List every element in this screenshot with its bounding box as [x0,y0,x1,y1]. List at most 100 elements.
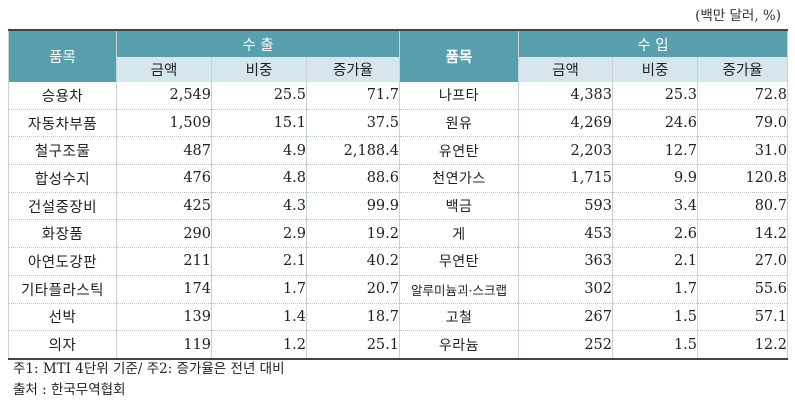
import-growth: 72.8 [697,82,788,110]
import-growth: 80.7 [697,192,788,221]
import-share-header: 비중 [612,57,698,82]
export-growth: 25.1 [306,330,400,360]
export-amount: 119 [116,330,212,360]
export-amount: 290 [116,219,212,249]
export-share: 2.9 [211,219,307,249]
import-growth-header: 증가율 [697,57,788,82]
export-growth: 88.6 [306,164,400,193]
import-share: 2.1 [612,247,698,276]
export-item: 철구조물 [8,136,117,166]
import-amount: 1,715 [518,164,613,193]
footnote: 주1: MTI 4단위 기준/ 주2: 증가율은 전년 대비 [13,361,285,377]
export-share: 4.3 [211,192,307,221]
export-amount: 174 [116,275,212,304]
export-amount: 1,509 [116,109,212,138]
export-share: 1.7 [211,275,307,304]
export-growth: 40.2 [306,247,400,276]
import-share: 12.7 [612,136,698,166]
import-share: 1.5 [612,303,698,332]
export-share: 2.1 [211,247,307,276]
export-share: 15.1 [211,109,307,138]
unit-label: (백만 달러, %) [695,8,781,24]
export-header: 수 출 [116,28,400,58]
export-amount: 476 [116,164,212,193]
export-item: 건설중장비 [8,192,117,221]
import-header: 수 입 [518,28,788,58]
import-share: 1.7 [612,275,698,304]
import-growth: 12.2 [697,330,788,360]
import-item: 백금 [399,192,519,221]
export-amount: 425 [116,192,212,221]
import-amount: 593 [518,192,613,221]
export-growth: 20.7 [306,275,400,304]
table-row: 자동차부품 1,509 15.1 37.5 원유 4,269 24.6 79.0 [8,109,788,138]
import-amount-header: 금액 [518,57,613,82]
table-row: 철구조물 487 4.9 2,188.4 유연탄 2,203 12.7 31.0 [8,136,788,166]
import-amount: 2,203 [518,136,613,166]
import-growth: 79.0 [697,109,788,138]
export-item: 승용차 [8,82,117,110]
table-row: 건설중장비 425 4.3 99.9 백금 593 3.4 80.7 [8,192,788,221]
import-item: 천연가스 [399,164,519,193]
import-growth: 57.1 [697,303,788,332]
export-amount-header: 금액 [116,57,212,82]
import-growth: 14.2 [697,219,788,249]
export-item: 의자 [8,330,117,360]
export-amount: 2,549 [116,82,212,110]
import-share: 24.6 [612,109,698,138]
import-amount: 363 [518,247,613,276]
import-item: 우라늄 [399,330,519,360]
trade-table: 품목 수 출 품목 수 입 금액 비중 증가율 금액 비중 증가율 승용차 2,… [8,28,788,360]
import-growth: 27.0 [697,247,788,276]
import-amount: 252 [518,330,613,360]
export-growth: 2,188.4 [306,136,400,166]
export-item-header: 품목 [8,29,117,82]
import-share: 2.6 [612,219,698,249]
export-growth: 19.2 [306,219,400,249]
export-share: 25.5 [211,82,307,110]
import-share: 25.3 [612,82,698,110]
export-growth: 99.9 [306,192,400,221]
import-amount: 4,383 [518,82,613,110]
export-item: 선박 [8,303,117,332]
import-item: 고철 [399,303,519,332]
export-growth-header: 증가율 [306,57,400,82]
table-row: 의자 119 1.2 25.1 우라늄 252 1.5 12.2 [8,330,788,360]
table-row: 기타플라스틱 174 1.7 20.7 알루미늄괴·스크랩 302 1.7 55… [8,275,788,304]
import-growth: 55.6 [697,275,788,304]
table-row: 화장품 290 2.9 19.2 게 453 2.6 14.2 [8,219,788,249]
import-amount: 453 [518,219,613,249]
export-amount: 211 [116,247,212,276]
export-item: 기타플라스틱 [8,275,117,304]
import-item: 무연탄 [399,247,519,276]
export-share: 4.8 [211,164,307,193]
import-share: 3.4 [612,192,698,221]
export-growth: 71.7 [306,82,400,110]
table-row: 아연도강판 211 2.1 40.2 무연탄 363 2.1 27.0 [8,247,788,276]
export-growth: 18.7 [306,303,400,332]
import-share: 1.5 [612,330,698,360]
source-note: 출처 : 한국무역협회 [13,382,126,398]
import-share: 9.9 [612,164,698,193]
table-row: 선박 139 1.4 18.7 고철 267 1.5 57.1 [8,303,788,332]
import-item: 게 [399,219,519,249]
import-item: 원유 [399,109,519,138]
export-share: 1.2 [211,330,307,360]
export-share: 4.9 [211,136,307,166]
import-item: 유연탄 [399,136,519,166]
import-amount: 4,269 [518,109,613,138]
export-amount: 487 [116,136,212,166]
import-growth: 120.8 [697,164,788,193]
import-item-header: 품목 [399,29,519,82]
table-row: 승용차 2,549 25.5 71.7 나프타 4,383 25.3 72.8 [8,82,788,110]
export-item: 화장품 [8,219,117,249]
export-item: 자동차부품 [8,109,117,138]
import-item: 알루미늄괴·스크랩 [399,275,519,304]
export-item: 아연도강판 [8,247,117,276]
import-amount: 267 [518,303,613,332]
export-item: 합성수지 [8,164,117,193]
table-row: 합성수지 476 4.8 88.6 천연가스 1,715 9.9 120.8 [8,164,788,193]
import-growth: 31.0 [697,136,788,166]
import-amount: 302 [518,275,613,304]
export-growth: 37.5 [306,109,400,138]
